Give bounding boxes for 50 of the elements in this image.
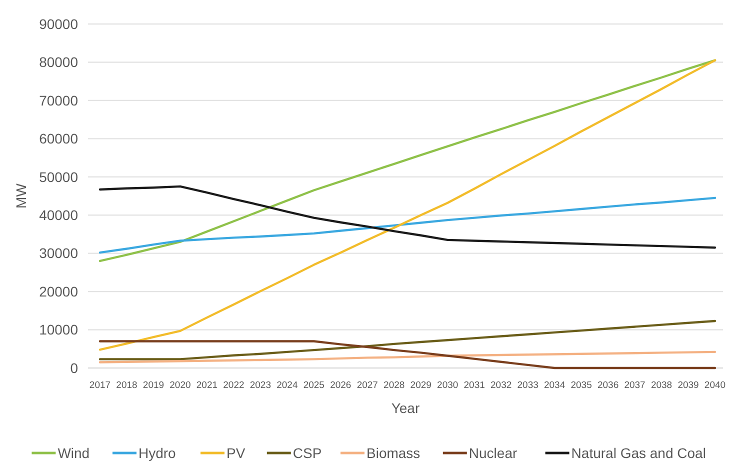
legend-label: CSP <box>292 444 322 461</box>
y-tick-label: 80000 <box>39 54 78 70</box>
line-series <box>98 350 716 364</box>
legend-label: Hydro <box>138 444 176 461</box>
y-tick-label: 90000 <box>39 16 78 32</box>
x-tick-label: 2031 <box>464 380 485 391</box>
legend-label: Wind <box>58 444 90 461</box>
line-series <box>98 59 716 351</box>
y-tick-label: 0 <box>70 360 78 376</box>
x-tick-label: 2033 <box>517 380 538 391</box>
x-tick-label: 2035 <box>570 380 592 391</box>
y-tick-label: 10000 <box>39 322 78 338</box>
x-tick-label: 2036 <box>597 380 619 391</box>
legend-label: PV <box>226 444 246 461</box>
x-tick-label: 2019 <box>142 380 164 391</box>
x-tick-label: 2026 <box>330 380 352 391</box>
x-tick-label: 2023 <box>250 380 272 391</box>
y-axis-title: MW <box>13 182 29 208</box>
x-tick-label: 2037 <box>624 380 646 391</box>
y-tick-label: 70000 <box>39 92 78 108</box>
x-tick-label: 2017 <box>89 380 111 391</box>
x-tick-label: 2022 <box>223 380 244 391</box>
x-tick-label: 2025 <box>303 380 324 391</box>
y-tick-label: 30000 <box>39 245 78 262</box>
x-tick-label: 2024 <box>276 380 298 391</box>
line-series <box>98 196 716 254</box>
y-tick-label: 60000 <box>39 130 78 147</box>
x-tick-label: 2020 <box>170 380 191 391</box>
x-tick-label: 2028 <box>384 380 405 391</box>
x-tick-label: 2032 <box>490 380 512 391</box>
y-tick-label: 50000 <box>39 168 78 185</box>
legend-label: Nuclear <box>468 444 518 461</box>
legend-label: Biomass <box>366 444 420 461</box>
x-tick-label: 2027 <box>356 380 378 391</box>
x-axis-title: Year <box>391 400 420 416</box>
line-series <box>98 340 716 370</box>
x-tick-label: 2034 <box>544 380 566 391</box>
line-series <box>98 185 716 249</box>
y-tick-label: 20000 <box>39 283 78 300</box>
x-tick-label: 2018 <box>116 380 138 391</box>
x-tick-label: 2029 <box>410 380 432 391</box>
y-tick-label: 40000 <box>39 207 78 224</box>
legend-label: Natural Gas and Coal <box>571 444 706 461</box>
x-tick-label: 2040 <box>704 380 726 391</box>
line-series <box>98 320 716 360</box>
x-tick-label: 2030 <box>437 380 458 391</box>
x-tick-label: 2038 <box>650 380 672 391</box>
x-tick-label: 2021 <box>196 380 218 391</box>
line-series <box>98 59 716 262</box>
x-tick-label: 2039 <box>678 380 699 391</box>
